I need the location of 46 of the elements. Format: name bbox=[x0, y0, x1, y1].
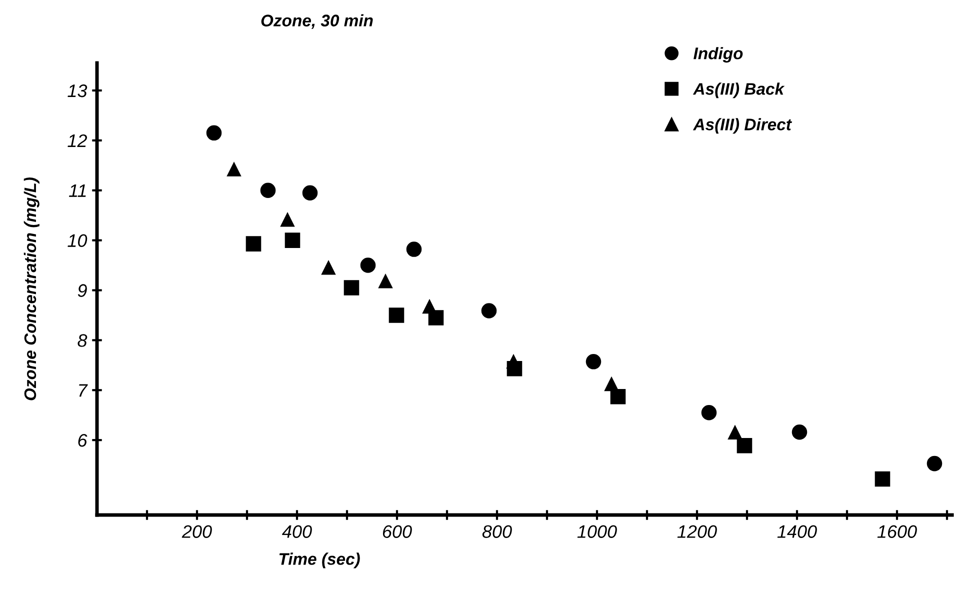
legend-label: As(III) Back bbox=[692, 82, 785, 98]
chart-title: Ozone, 30 min bbox=[261, 14, 373, 29]
point bbox=[246, 236, 262, 252]
point bbox=[874, 471, 890, 487]
point bbox=[344, 280, 360, 296]
legend-label: Indigo bbox=[694, 47, 743, 63]
point bbox=[360, 258, 376, 273]
y-tick-label: 8 bbox=[78, 334, 88, 347]
point bbox=[604, 377, 618, 392]
point bbox=[260, 182, 276, 198]
point bbox=[610, 388, 626, 404]
legend-label: As(III) Direct bbox=[692, 118, 792, 134]
x-tick-label: 1600 bbox=[877, 525, 917, 538]
x-tick-label: 800 bbox=[482, 525, 512, 538]
point bbox=[302, 185, 318, 200]
y-axis-title: Ozone Concentration (mg/L) bbox=[24, 177, 40, 400]
point bbox=[206, 125, 222, 141]
point bbox=[792, 424, 808, 440]
x-tick-label: 600 bbox=[382, 525, 412, 538]
point bbox=[388, 308, 404, 323]
y-tick-label: 11 bbox=[68, 184, 86, 197]
point bbox=[284, 232, 300, 248]
y-tick-label: 7 bbox=[79, 384, 88, 397]
point bbox=[422, 300, 436, 314]
y-tick-label: 6 bbox=[78, 434, 88, 447]
point bbox=[227, 162, 241, 176]
point bbox=[481, 303, 497, 318]
point bbox=[586, 354, 602, 370]
y-tick-label: 10 bbox=[68, 234, 88, 248]
point bbox=[406, 242, 422, 257]
x-tick-label: 1200 bbox=[677, 525, 717, 538]
point bbox=[378, 274, 392, 288]
point bbox=[728, 426, 742, 440]
point bbox=[322, 260, 336, 275]
x-axis-title: Time (sec) bbox=[279, 552, 360, 568]
y-tick-label: 9 bbox=[78, 284, 87, 297]
y-tick-label: 13 bbox=[68, 84, 88, 98]
point bbox=[736, 438, 752, 454]
x-tick-label: 400 bbox=[282, 525, 312, 538]
point bbox=[926, 456, 942, 472]
point bbox=[701, 404, 717, 420]
y-tick-label: 12 bbox=[68, 134, 88, 147]
x-tick-label: 1400 bbox=[777, 525, 817, 538]
x-tick-label: 1000 bbox=[577, 525, 617, 538]
x-tick-label: 200 bbox=[182, 525, 212, 538]
point bbox=[280, 212, 294, 227]
